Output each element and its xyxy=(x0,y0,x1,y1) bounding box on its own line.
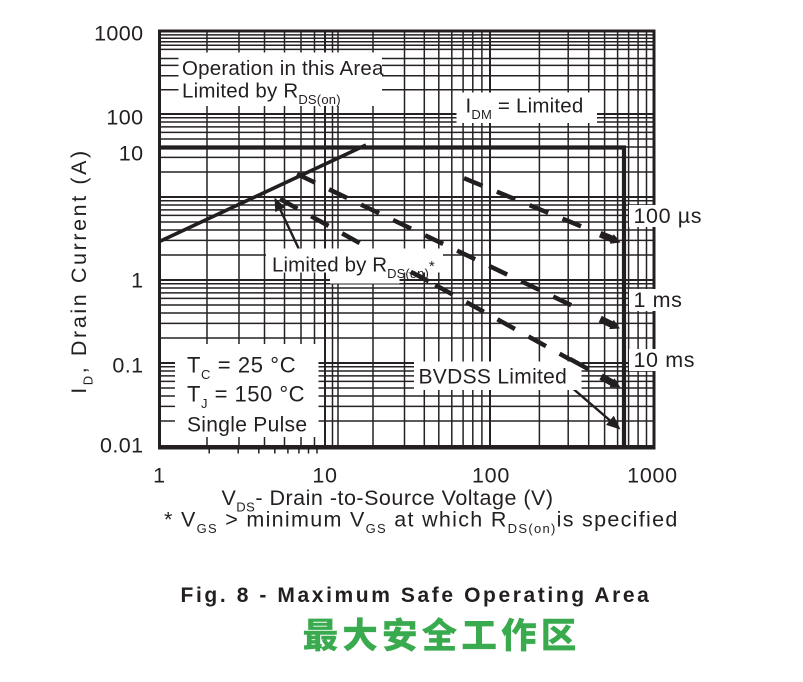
svg-text:0.1: 0.1 xyxy=(112,354,143,378)
svg-text:100: 100 xyxy=(106,106,143,130)
svg-text:10: 10 xyxy=(312,464,337,488)
svg-text:Single Pulse: Single Pulse xyxy=(187,414,307,437)
svg-text:ID​, Drain Current (A): ID​, Drain Current (A) xyxy=(67,148,96,394)
svg-text:100 µs: 100 µs xyxy=(634,204,703,228)
svg-text:1000: 1000 xyxy=(627,464,678,488)
svg-text:0.01: 0.01 xyxy=(100,434,143,458)
svg-text:1000: 1000 xyxy=(94,22,143,46)
svg-text:100: 100 xyxy=(472,464,510,488)
svg-text:10 ms: 10 ms xyxy=(634,348,696,372)
svg-text:Operation in this Area: Operation in this Area xyxy=(182,57,384,80)
svg-text:Fig. 8 - Maximum Safe Operatin: Fig. 8 - Maximum Safe Operating Area xyxy=(181,584,652,607)
svg-text:1 ms: 1 ms xyxy=(634,288,683,312)
svg-text:TJ​ = 150 °C: TJ​ = 150 °C xyxy=(187,382,305,412)
svg-text:BVDSS Limited: BVDSS Limited xyxy=(419,366,568,389)
svg-text:1: 1 xyxy=(131,269,143,293)
svg-text:VDS​- Drain -to-Source Voltage: VDS​- Drain -to-Source Voltage (V) xyxy=(221,486,553,515)
svg-text:* VGS​ > minimum VGS​ at whic: * VGS​ > minimum VGS​ at which RDS(on)​i… xyxy=(164,508,679,537)
svg-text:1: 1 xyxy=(153,464,166,488)
svg-text:10: 10 xyxy=(119,142,144,166)
